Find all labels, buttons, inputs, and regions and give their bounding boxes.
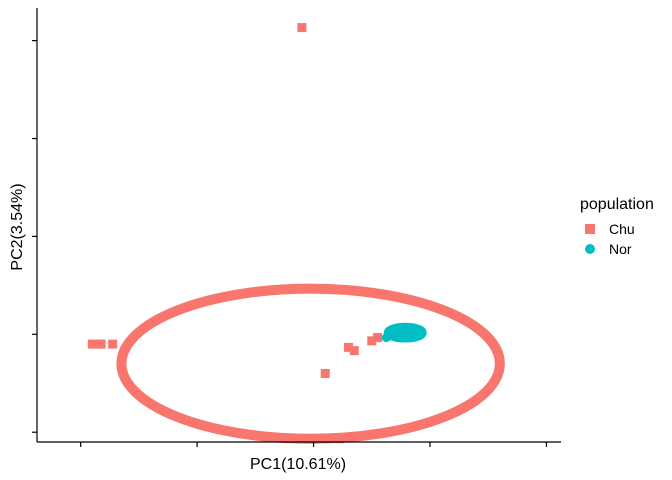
point-nor-15 [402,323,412,333]
legend-key-chu [585,224,595,234]
legend-key-nor [585,244,595,254]
point-chu-1 [87,339,97,349]
point-chu-10 [303,434,313,444]
point-chu-3 [96,339,106,349]
legend-label-nor: Nor [609,241,632,257]
y-axis-title: PC2(3.54%) [9,183,26,270]
point-nor-13 [405,333,415,343]
confidence-ellipses [116,283,505,444]
point-chu-0 [297,23,307,33]
y-axis-ticks [32,40,37,433]
legend-title: population [580,196,654,213]
x-axis-title: PC1(10.61%) [250,456,346,473]
legend-items: Chu Nor [585,221,635,257]
legend-label-chu: Chu [609,221,635,237]
point-chu-5 [320,368,330,378]
point-chu-7 [349,346,359,356]
ellipse-chu [116,283,505,444]
legend: population Chu Nor [580,196,654,257]
point-chu-4 [108,339,118,349]
point-chu-11 [335,434,345,444]
point-chu-9 [373,333,383,343]
point-chu-8 [367,336,377,346]
axes [32,8,561,447]
point-chu-6 [343,342,353,352]
data-points [87,23,420,444]
x-axis-ticks [80,442,548,447]
